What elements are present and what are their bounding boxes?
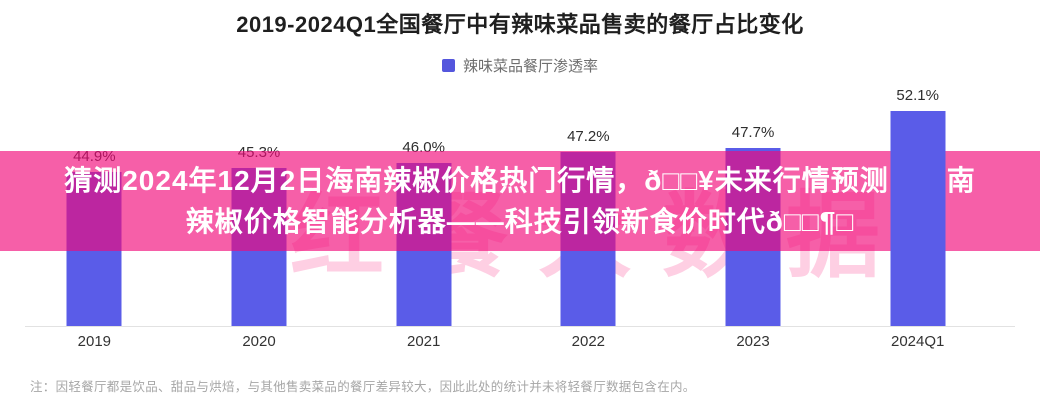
chart-footnote: 注：因轻餐厅都是饮品、甜品与烘焙，与其他售卖菜品的餐厅差异较大，因此此处的统计并…: [30, 380, 696, 394]
x-axis-label-2019: 2019: [77, 333, 112, 350]
x-axis-label-2020: 2020: [242, 333, 276, 350]
legend: 辣味菜品餐厅渗透率: [0, 55, 1040, 76]
x-axis-line: [25, 326, 1015, 327]
x-axis-label-2022: 2022: [571, 333, 606, 350]
overlay-banner-line-2: 辣椒价格智能分析器——科技引领新食价时代ð□□¶□: [185, 205, 855, 237]
bar-value-label-2023: 47.7%: [731, 124, 775, 141]
x-axis-labels: 2019 2020 2021 2022 2023 2024Q1: [12, 333, 1000, 350]
bar-value-label-2022: 47.2%: [567, 128, 610, 145]
bar-value-label-2024Q1: 52.1%: [896, 87, 939, 104]
x-axis-label-2021: 2021: [406, 333, 441, 350]
bar-2024Q1: [890, 111, 946, 326]
overlay-banner-line-1: 猜测2024年12月2日海南辣椒价格热门行情，ð□□¥未来行情预测，海南: [64, 164, 976, 196]
x-axis-label-2024Q1: 2024Q1: [891, 333, 945, 350]
promo-overlay-banner: 猜测2024年12月2日海南辣椒价格热门行情，ð□□¥未来行情预测，海南 辣椒价…: [0, 151, 1040, 251]
x-axis-label-2023: 2023: [736, 333, 770, 350]
chart-title: 2019-2024Q1全国餐厅中有辣味菜品售卖的餐厅占比变化: [236, 12, 804, 37]
bar-column-2024Q1: 52.1%: [835, 0, 1000, 326]
legend-label: 辣味菜品餐厅渗透率: [462, 58, 598, 75]
legend-swatch: [441, 59, 455, 72]
